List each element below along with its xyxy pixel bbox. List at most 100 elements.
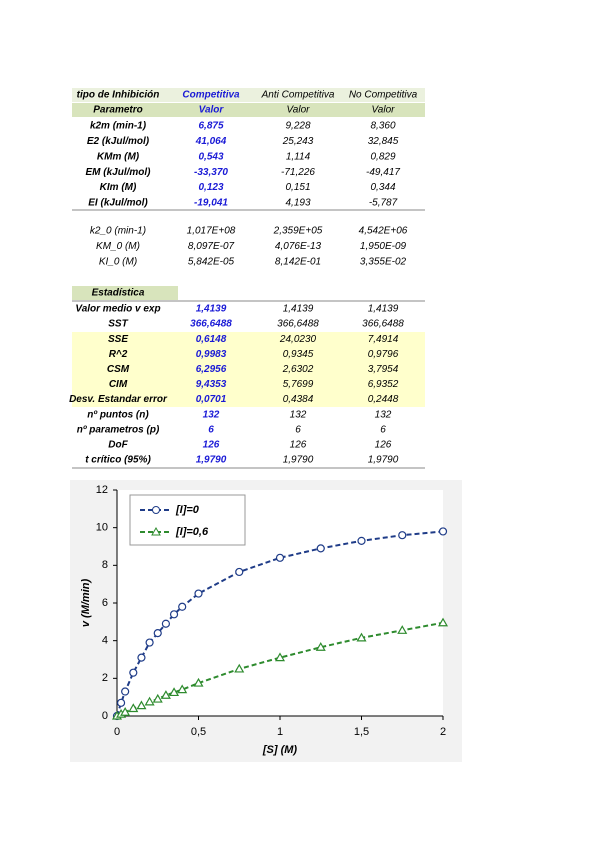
table-cell: Valor — [287, 105, 311, 116]
table-cell: 1,4139 — [368, 304, 399, 315]
table-cell: -71,226 — [281, 167, 315, 178]
table-cell: 0,4384 — [283, 394, 314, 405]
data-point — [121, 687, 130, 696]
table-cell: 1,9790 — [368, 455, 399, 466]
table-cell: 6,875 — [198, 121, 223, 132]
table-cell: 0,6148 — [196, 334, 227, 345]
x-tick-label: 2 — [440, 726, 446, 738]
table-cell: SST — [108, 319, 128, 330]
table-cell: -5,787 — [369, 198, 398, 209]
table-cell: R^2 — [109, 349, 128, 360]
table-cell: 3,355E-02 — [360, 257, 407, 268]
table-cell: 0,151 — [285, 182, 310, 193]
data-point — [145, 638, 154, 647]
table-cell: 41,064 — [195, 136, 227, 147]
table-cell: E2 (kJul/mol) — [87, 136, 150, 147]
legend-marker — [152, 506, 160, 514]
data-point — [153, 629, 162, 638]
table-cell: 126 — [375, 440, 392, 451]
data-point — [136, 700, 147, 710]
table-cell: 25,243 — [282, 136, 314, 147]
x-tick-label: 1 — [277, 726, 283, 738]
table-cell: Valor — [199, 105, 225, 116]
y-tick-label: 6 — [102, 597, 108, 609]
table-cell: No Competitiva — [349, 90, 418, 101]
table-cell: 132 — [203, 409, 220, 420]
table-cell: 0,0701 — [196, 394, 227, 405]
data-point — [357, 536, 366, 545]
y-tick-label: 0 — [102, 710, 108, 722]
table-cell: tipo de Inhibición — [77, 90, 160, 101]
legend-label: [I]=0,6 — [175, 526, 209, 538]
highlight-bg — [72, 332, 425, 407]
table-cell: 8,142E-01 — [275, 257, 321, 268]
data-point — [116, 698, 126, 707]
data-point — [398, 531, 407, 540]
x-axis-title: [S] (M) — [262, 744, 298, 756]
table-cell: 9,228 — [285, 121, 310, 132]
table-cell: 126 — [203, 440, 220, 451]
table-cell: KIm (M) — [100, 182, 137, 193]
table-cell: 2,6302 — [282, 364, 314, 375]
y-tick-label: 10 — [96, 522, 108, 534]
table-cell: 366,6488 — [362, 319, 404, 330]
x-tick-label: 0 — [114, 726, 120, 738]
table-cell: t crítico (95%) — [85, 455, 151, 466]
x-tick-label: 1,5 — [354, 726, 369, 738]
table-cell: KI_0 (M) — [99, 257, 137, 268]
data-point — [152, 693, 163, 703]
table-cell: 1,9790 — [196, 455, 227, 466]
data-point — [169, 610, 179, 619]
data-point — [274, 652, 286, 662]
table-cell: 0,123 — [198, 182, 223, 193]
y-axis-title: v (M/min) — [80, 579, 92, 628]
data-point — [397, 625, 408, 634]
y-tick-label: 12 — [96, 484, 108, 496]
table-cell: 366,6488 — [190, 319, 232, 330]
table-cell: -33,370 — [194, 167, 228, 178]
table-cell: Anti Competitiva — [261, 90, 335, 101]
legend — [129, 494, 246, 546]
table-cell: 132 — [375, 409, 392, 420]
data-point — [437, 617, 449, 627]
table-cell: 126 — [290, 440, 307, 451]
table-cell: Valor medio v exp — [75, 304, 160, 315]
table-cell: 4,193 — [285, 198, 310, 209]
table-cell: 1,017E+08 — [187, 226, 236, 237]
y-tick-label: 4 — [102, 635, 108, 647]
y-tick-label: 8 — [102, 559, 108, 571]
table-cell: 366,6488 — [277, 319, 319, 330]
table-cell: 0,9983 — [196, 349, 227, 360]
table-cell: 9,4353 — [196, 379, 227, 390]
data-point — [160, 690, 171, 699]
table-cell: 0,829 — [370, 151, 395, 162]
data-point — [177, 684, 188, 694]
data-point — [144, 696, 155, 706]
stats-title: Estadística — [92, 288, 145, 299]
table-cell: 8,360 — [370, 121, 395, 132]
table-cell: 32,845 — [368, 136, 399, 147]
data-point — [129, 668, 138, 677]
table-cell: Desv. Estandar error — [69, 394, 168, 405]
table-cell: 24,0230 — [279, 334, 317, 345]
table-cell: CSM — [107, 364, 130, 375]
table-cell: KM_0 (M) — [96, 241, 140, 252]
table-cell: 1,114 — [286, 151, 311, 162]
data-point — [235, 567, 244, 577]
table-cell: 6,9352 — [368, 379, 399, 390]
table-cell: 6 — [380, 424, 386, 435]
table-cell: 1,9790 — [283, 455, 314, 466]
table-cell: DoF — [108, 440, 128, 451]
legend-marker — [151, 526, 161, 536]
legend-label: [I]=0 — [175, 504, 200, 516]
header-bg — [72, 88, 425, 102]
table-cell: 7,4914 — [368, 334, 399, 345]
table-cell: nº parametros (p) — [77, 424, 160, 435]
data-point — [178, 602, 187, 611]
table-cell: 6 — [208, 424, 214, 435]
data-point — [275, 553, 285, 562]
data-point — [120, 707, 131, 716]
table-cell: nº puntos (n) — [87, 409, 149, 420]
table-cell: KMm (M) — [97, 151, 140, 162]
